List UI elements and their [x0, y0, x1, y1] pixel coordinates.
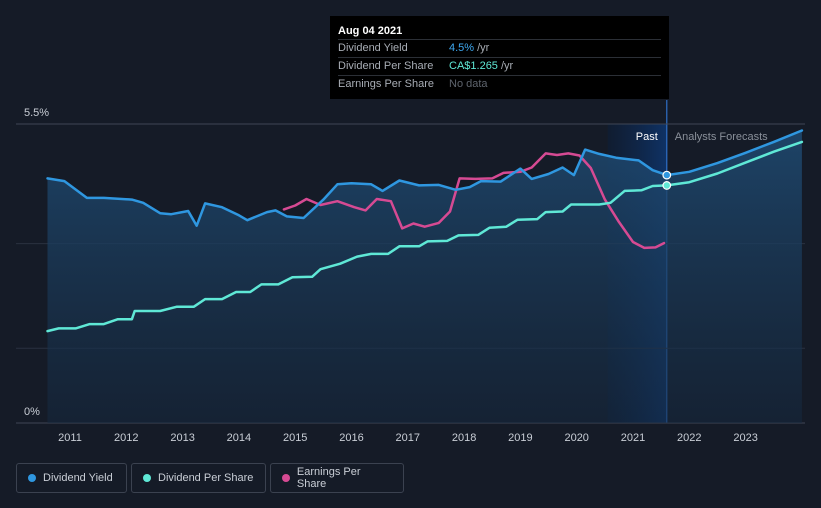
tooltip-row-dividend-per-share: Dividend Per Share CA$1.265 /yr — [338, 57, 661, 75]
y-tick-label: 5.5% — [24, 107, 49, 119]
past-label: Past — [636, 131, 658, 143]
legend-label: Earnings Per Share — [296, 466, 361, 490]
tooltip-label: Earnings Per Share — [338, 78, 434, 90]
x-tick-label: 2011 — [58, 432, 82, 444]
tooltip-row-earnings-per-share: Earnings Per Share No data — [338, 75, 661, 93]
x-tick-label: 2018 — [452, 432, 476, 444]
earnings-per-share-line — [282, 152, 666, 250]
x-tick-label: 2017 — [396, 432, 420, 444]
y-tick-label: 0% — [24, 406, 40, 418]
analysts-forecasts-label: Analysts Forecasts — [675, 131, 768, 143]
legend-earnings-per-share[interactable]: Earnings Per Share — [270, 463, 404, 493]
dividend-per-share-dot-icon — [143, 474, 151, 482]
tooltip-value: No data — [449, 78, 488, 90]
x-tick-label: 2019 — [508, 432, 532, 444]
tooltip-label: Dividend Per Share — [338, 60, 434, 72]
dividend-yield-area — [47, 130, 802, 423]
tooltip-row-dividend-yield: Dividend Yield 4.5% /yr — [338, 39, 661, 57]
x-tick-label: 2013 — [170, 432, 194, 444]
tooltip-label: Dividend Yield — [338, 42, 408, 54]
x-tick-label: 2016 — [339, 432, 363, 444]
x-tick-label: 2014 — [227, 432, 251, 444]
tooltip-value: 4.5% — [449, 42, 475, 54]
x-tick-label: 2012 — [114, 432, 138, 444]
legend-label: Dividend Yield — [43, 472, 113, 484]
tooltip-unit: /yr — [477, 42, 490, 54]
dividend-yield-marker — [662, 170, 672, 180]
dividend-per-share-line — [46, 140, 804, 333]
x-tick-label: 2021 — [621, 432, 645, 444]
x-tick-label: 2015 — [283, 432, 307, 444]
dividend-per-share-marker — [662, 181, 672, 190]
tooltip-date: Aug 04 2021 — [338, 25, 403, 37]
tooltip-value: CA$1.265 — [449, 60, 498, 72]
hover-tooltip: Aug 04 2021 Dividend Yield 4.5% /yr Divi… — [330, 16, 669, 99]
dividend-yield-dot-icon — [28, 474, 36, 482]
x-tick-label: 2020 — [564, 432, 588, 444]
tooltip-unit: /yr — [500, 60, 514, 72]
earnings-per-share-dot-icon — [282, 474, 290, 482]
legend-label: Dividend Per Share — [158, 472, 254, 484]
legend-dividend-yield[interactable]: Dividend Yield — [16, 463, 127, 493]
dividend-yield-line — [46, 129, 804, 227]
x-tick-label: 2022 — [677, 432, 701, 444]
legend-dividend-per-share[interactable]: Dividend Per Share — [131, 463, 266, 493]
x-tick-label: 2023 — [733, 432, 757, 444]
